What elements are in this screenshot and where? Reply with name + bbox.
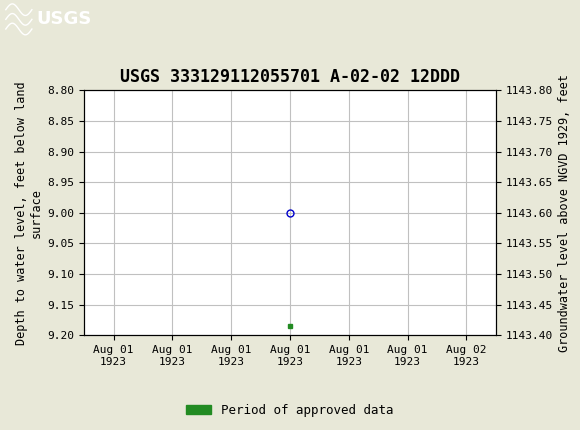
- Legend: Period of approved data: Period of approved data: [181, 399, 399, 421]
- Text: USGS: USGS: [36, 10, 91, 28]
- Y-axis label: Groundwater level above NGVD 1929, feet: Groundwater level above NGVD 1929, feet: [559, 74, 571, 352]
- Title: USGS 333129112055701 A-02-02 12DDD: USGS 333129112055701 A-02-02 12DDD: [120, 68, 460, 86]
- Y-axis label: Depth to water level, feet below land
surface: Depth to water level, feet below land su…: [15, 81, 44, 345]
